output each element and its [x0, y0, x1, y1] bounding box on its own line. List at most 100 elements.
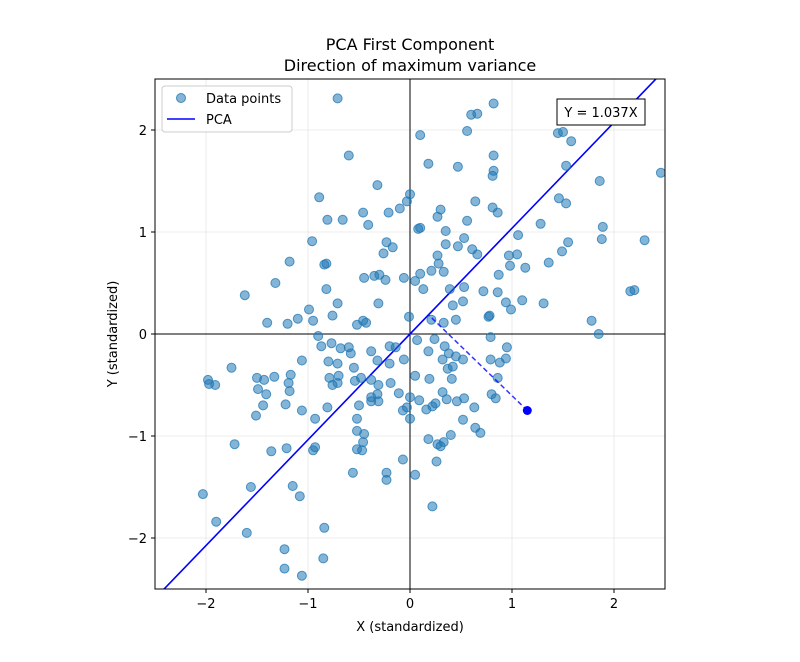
equation-annotation: Y = 1.037X	[556, 98, 646, 126]
data-point	[558, 127, 568, 137]
data-point	[444, 284, 455, 295]
data-point	[470, 196, 481, 207]
data-point	[373, 380, 384, 390]
data-point	[352, 319, 362, 330]
pca-line	[162, 79, 658, 589]
data-point	[393, 388, 404, 399]
data-point	[296, 405, 307, 416]
data-point	[261, 389, 272, 400]
projection-group	[427, 314, 532, 415]
data-point	[485, 354, 496, 365]
data-point	[211, 516, 222, 527]
data-point	[500, 297, 511, 308]
data-point	[241, 527, 252, 538]
data-point	[543, 257, 554, 268]
data-point	[385, 378, 396, 388]
data-point	[492, 207, 503, 218]
data-point	[440, 226, 451, 236]
data-point	[432, 211, 443, 222]
data-point	[358, 437, 369, 448]
x-tick-label: −2	[196, 597, 215, 612]
legend-marker-data-points	[176, 93, 186, 103]
data-point	[561, 160, 572, 171]
data-point	[397, 454, 408, 465]
data-point	[446, 373, 457, 384]
data-point	[413, 223, 424, 234]
data-point	[332, 358, 343, 369]
data-point	[405, 392, 415, 403]
data-point	[503, 250, 514, 261]
data-point	[358, 207, 369, 218]
data-point	[384, 358, 395, 369]
y-tick-label: 1	[139, 226, 147, 241]
data-point	[381, 474, 392, 485]
data-point	[372, 180, 383, 191]
data-point	[354, 400, 364, 411]
data-point	[296, 355, 307, 366]
data-point	[287, 481, 298, 491]
data-point	[398, 354, 409, 365]
data-point	[308, 315, 319, 326]
data-point	[459, 233, 470, 244]
data-point	[427, 501, 438, 512]
data-point	[450, 314, 461, 325]
data-point	[378, 248, 389, 259]
data-point	[394, 203, 405, 214]
data-point	[438, 266, 449, 277]
equation-text: Y = 1.037X	[563, 106, 637, 121]
data-point	[270, 278, 281, 288]
data-point	[553, 193, 564, 204]
data-point	[410, 276, 421, 286]
data-point	[478, 286, 489, 297]
data-point	[251, 410, 261, 421]
data-point	[359, 272, 370, 283]
data-point	[445, 430, 456, 440]
data-point	[369, 270, 380, 281]
data-point	[284, 386, 295, 397]
data-point	[269, 371, 280, 382]
data-point	[557, 246, 567, 257]
data-point	[462, 126, 473, 136]
data-point	[596, 234, 607, 245]
data-point	[513, 230, 524, 241]
y-tick-label: −1	[128, 430, 147, 445]
data-point	[424, 373, 435, 384]
data-point	[266, 446, 277, 457]
data-point	[493, 269, 504, 280]
data-point	[197, 489, 208, 500]
data-point	[429, 334, 440, 345]
chart-title-line-2: Direction of maximum variance	[284, 56, 536, 75]
data-point	[447, 361, 458, 372]
data-point	[458, 354, 468, 365]
data-point	[383, 207, 394, 218]
data-point	[284, 256, 295, 267]
data-point	[319, 259, 330, 270]
data-point	[586, 315, 597, 326]
data-point	[345, 348, 356, 359]
data-point	[426, 314, 437, 325]
data-point	[440, 239, 451, 250]
projection-line	[427, 314, 528, 412]
data-point	[373, 298, 384, 309]
data-point	[359, 429, 370, 439]
y-tick-label: 0	[139, 328, 147, 343]
data-point	[517, 295, 528, 306]
data-point	[415, 268, 426, 279]
data-point	[307, 236, 318, 247]
data-point	[332, 93, 343, 104]
data-point	[438, 317, 449, 328]
data-point	[452, 241, 463, 252]
data-point	[459, 282, 470, 293]
data-point	[447, 300, 458, 311]
data-point	[259, 374, 270, 385]
data-point	[593, 329, 604, 339]
data-point	[280, 399, 291, 410]
data-point	[347, 467, 358, 478]
x-tick-label: 0	[406, 597, 414, 612]
data-point	[501, 342, 512, 353]
data-point	[469, 402, 480, 413]
data-point	[229, 439, 240, 450]
data-point	[520, 262, 531, 273]
y-axis-label: Y (standardized)	[106, 281, 121, 389]
data-point	[405, 413, 415, 424]
